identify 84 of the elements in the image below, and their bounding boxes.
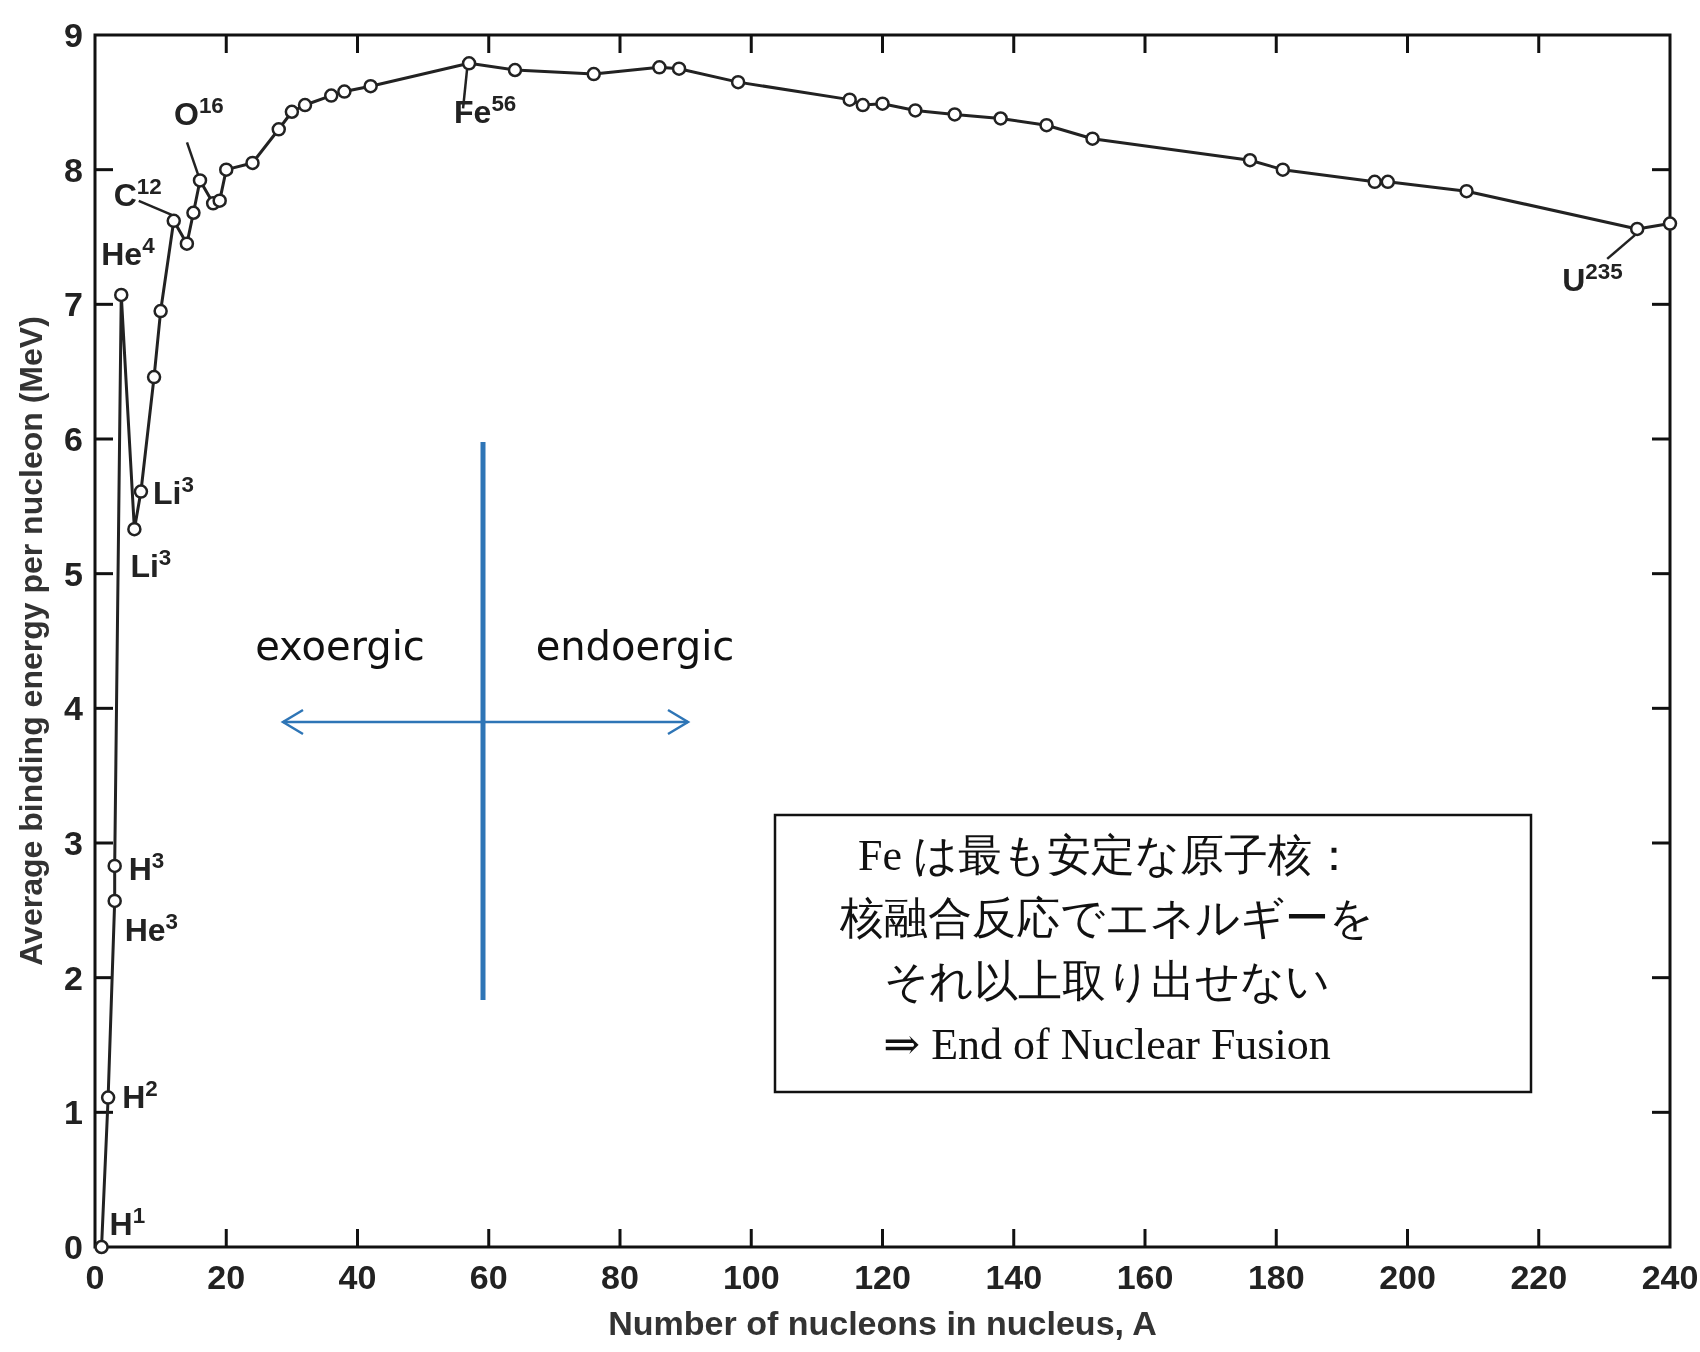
point <box>337 84 352 99</box>
point <box>730 74 746 90</box>
x-tick-label: 20 <box>207 1258 246 1296</box>
point <box>671 61 687 76</box>
point <box>107 858 122 874</box>
annotation: 核融合反応でエネルギーを <box>839 894 1374 943</box>
point <box>297 97 313 113</box>
y-tick-label: 0 <box>64 1228 83 1266</box>
point <box>219 162 234 177</box>
point <box>363 78 378 94</box>
annotation: U$^{235}$ <box>1562 258 1623 298</box>
point <box>245 155 260 171</box>
x-tick-label: 200 <box>1379 1258 1436 1296</box>
x-tick-label: 40 <box>338 1258 377 1296</box>
annotation: He$^{3}$ <box>124 908 179 948</box>
y-tick-label: 7 <box>64 285 83 324</box>
annotation: Fe$^{56}$ <box>454 90 517 131</box>
x-tick-label: 180 <box>1247 1258 1305 1296</box>
point <box>586 66 601 82</box>
annotation: Li$^{3}$ <box>152 471 194 511</box>
point <box>127 521 142 537</box>
point <box>166 213 181 229</box>
annotation: endoergic <box>535 623 735 669</box>
annotation: H$^{1}$ <box>109 1202 146 1242</box>
point <box>507 62 523 78</box>
annotation: ⇒ End of Nuclear Fusion <box>883 1020 1331 1069</box>
x-tick-label: 220 <box>1510 1258 1568 1296</box>
point <box>114 287 129 303</box>
point <box>271 122 286 137</box>
point <box>192 173 208 188</box>
annotation: Fe は最も安定な原子核： <box>858 831 1356 880</box>
point <box>186 205 201 221</box>
x-tick-label: 80 <box>601 1258 639 1296</box>
annotation: それ以上取り出せない <box>884 957 1330 1006</box>
point <box>133 484 149 499</box>
point <box>1367 174 1382 190</box>
annotation: He$^{4}$ <box>101 232 156 272</box>
annotation: exoergic <box>255 623 425 669</box>
point <box>1275 162 1291 177</box>
annotation: H$^{2}$ <box>122 1075 158 1115</box>
point <box>1629 221 1645 237</box>
point <box>1242 152 1258 168</box>
point <box>1459 183 1474 199</box>
x-tick-label: 140 <box>985 1258 1043 1296</box>
point <box>153 303 168 319</box>
x-tick-label: 100 <box>722 1258 780 1296</box>
point <box>993 111 1008 126</box>
annotation: Li$^{3}$ <box>130 544 172 585</box>
point <box>652 60 667 75</box>
y-tick-label: 6 <box>64 420 83 458</box>
point <box>461 56 477 71</box>
x-tick-label: 120 <box>854 1258 911 1296</box>
y-tick-label: 8 <box>64 150 83 189</box>
annotation: H$^{3}$ <box>128 847 165 887</box>
x-tick-label: 160 <box>1116 1258 1174 1296</box>
point <box>94 1239 109 1255</box>
point <box>908 103 923 118</box>
y-tick-label: 4 <box>64 689 84 728</box>
point <box>100 1090 116 1105</box>
point <box>855 97 871 113</box>
point <box>146 369 162 385</box>
y-tick-label: 3 <box>64 824 83 862</box>
x-tick-label: 240 <box>1641 1258 1699 1296</box>
point <box>1085 131 1100 146</box>
point <box>284 104 300 120</box>
point <box>324 88 339 103</box>
point <box>107 893 122 909</box>
y-tick-label: 2 <box>64 958 83 997</box>
x-axis-title: Number of nucleons in nucleus, A <box>608 1304 1157 1342</box>
annotation: C$^{12}$ <box>113 173 162 213</box>
x-tick-label: 60 <box>469 1258 508 1296</box>
point <box>947 107 962 122</box>
point <box>179 236 195 251</box>
y-axis-title: Average binding energy per nucleon (MeV) <box>13 316 49 966</box>
point <box>1380 174 1396 190</box>
point <box>1662 216 1678 231</box>
point <box>1039 117 1054 133</box>
point <box>842 92 857 107</box>
annotation: O$^{16}$ <box>174 92 224 133</box>
point <box>875 96 890 111</box>
y-tick-label: 1 <box>64 1093 83 1132</box>
y-tick-label: 9 <box>64 16 83 54</box>
y-tick-label: 5 <box>64 554 83 593</box>
point <box>212 193 227 208</box>
